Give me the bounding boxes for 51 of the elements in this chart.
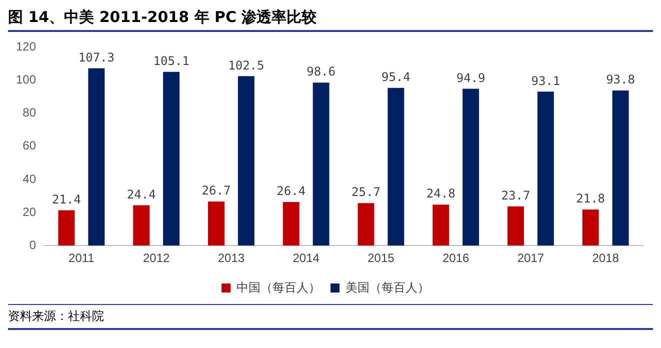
bar [58, 210, 75, 246]
x-tick-label: 2018 [592, 251, 620, 266]
bar [133, 205, 150, 246]
legend-label: 美国（每百人） [346, 280, 430, 294]
bar [88, 68, 105, 246]
data-label: 93.8 [606, 72, 635, 87]
y-tick-label: 120 [16, 40, 36, 54]
y-tick-label: 40 [22, 172, 36, 186]
bar [462, 88, 480, 246]
data-label: 26.7 [202, 184, 231, 198]
bar [282, 202, 300, 246]
y-tick-label: 80 [22, 106, 36, 120]
data-label: 94.9 [456, 70, 486, 85]
bar [507, 206, 524, 246]
data-label: 25.7 [352, 185, 380, 200]
x-tick-label: 2014 [292, 251, 320, 266]
y-tick-label: 100 [16, 72, 36, 87]
data-label: 21.8 [576, 192, 606, 206]
bar [208, 201, 224, 246]
x-tick-label: 2015 [368, 251, 395, 266]
data-label: 21.4 [52, 192, 81, 206]
data-label: 24.8 [426, 186, 456, 201]
bar [582, 210, 599, 246]
data-label: 95.4 [381, 70, 410, 84]
x-tick-label: 2012 [142, 251, 170, 266]
bar [432, 204, 450, 246]
y-tick-label: 0 [29, 238, 36, 252]
bar [612, 90, 629, 246]
legend-label: 中国（每百人） [236, 280, 320, 294]
x-tick-label: 2013 [218, 251, 245, 266]
x-tick-label: 2017 [517, 251, 544, 266]
data-label: 93.1 [531, 74, 560, 88]
y-tick-label: 20 [22, 204, 36, 219]
data-label: 98.6 [306, 64, 336, 79]
x-tick-label: 2016 [442, 251, 470, 266]
data-label: 107.3 [78, 50, 114, 64]
data-label: 102.5 [228, 58, 264, 72]
bar [238, 76, 254, 246]
bar [312, 82, 330, 246]
bar [537, 92, 554, 246]
data-label: 105.1 [153, 54, 190, 68]
bar [358, 203, 374, 246]
text: 资料来源：社科院 [8, 309, 104, 323]
x-tick-label: 2011 [68, 251, 95, 266]
data-label: 26.4 [276, 184, 306, 198]
data-label: 23.7 [501, 188, 530, 203]
y-tick-label: 60 [22, 138, 36, 153]
bar [388, 88, 404, 246]
bar [163, 72, 180, 246]
chart-title: 图 14、中美 2011-2018 年 PC 渗透率比较 [8, 8, 653, 32]
data-label: 24.4 [126, 187, 156, 202]
